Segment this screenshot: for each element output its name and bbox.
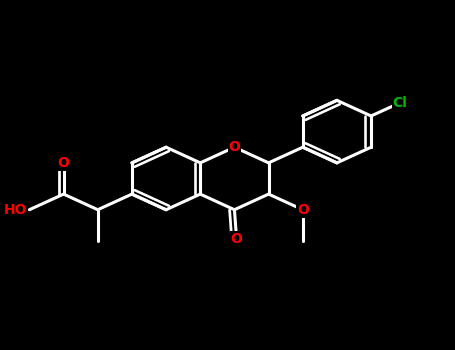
Text: O: O xyxy=(228,140,240,154)
Text: HO: HO xyxy=(4,203,27,217)
Text: Cl: Cl xyxy=(393,96,408,110)
Text: O: O xyxy=(297,203,308,217)
Text: O: O xyxy=(231,232,243,246)
Text: O: O xyxy=(58,156,70,170)
